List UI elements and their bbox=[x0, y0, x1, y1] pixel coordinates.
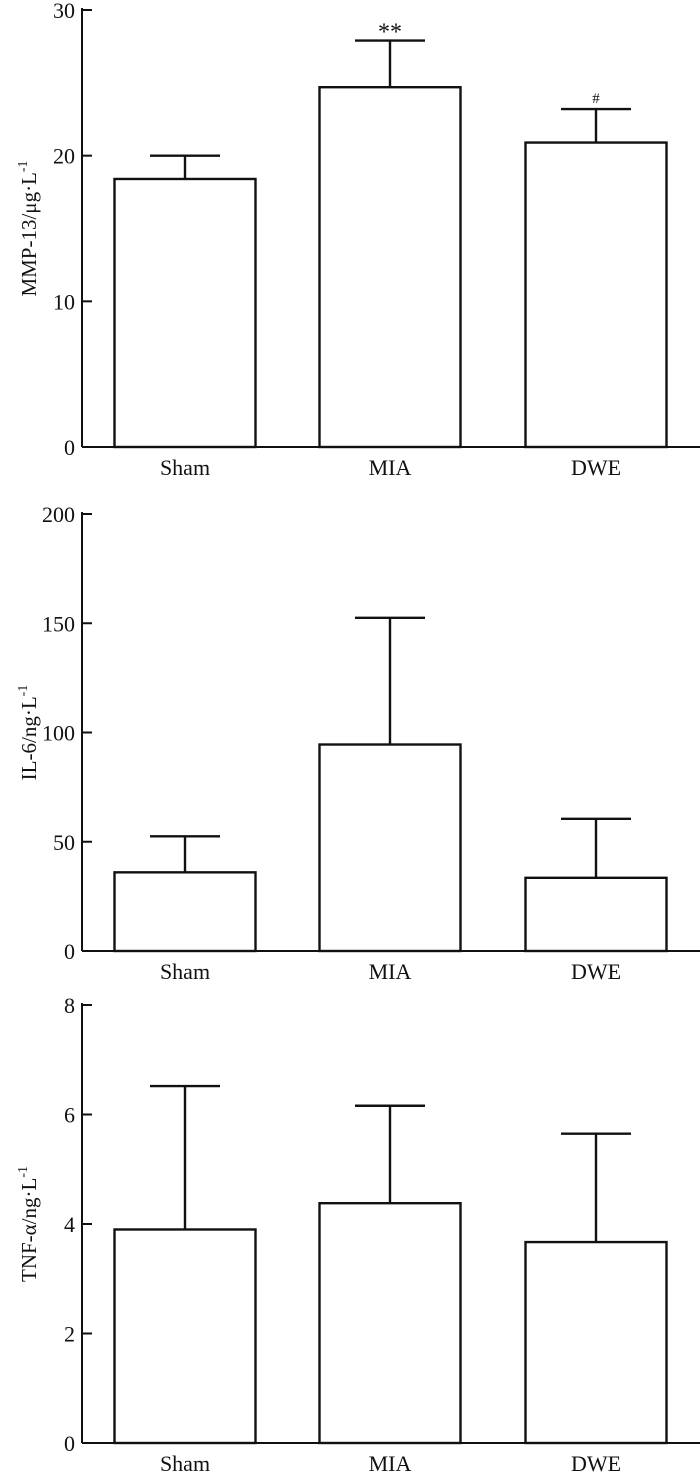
y-axis-label-text: IL-6/ng·L bbox=[17, 696, 41, 780]
significance-marker: # bbox=[592, 91, 600, 107]
chart-panel-1: 0 10 20 30 MMP-13/μg·L-1 Sham MIA ** DWE # bbox=[16, 0, 700, 480]
bar-mia bbox=[318, 1201, 462, 1445]
bar-dwe bbox=[524, 876, 668, 953]
y-tick-label: 50 bbox=[53, 830, 75, 855]
y-axis-label-text: TNF-α/ng·L bbox=[17, 1178, 41, 1282]
x-category-label: Sham bbox=[160, 1451, 210, 1472]
x-category-label: Sham bbox=[160, 959, 210, 984]
y-tick-label: 10 bbox=[53, 289, 75, 314]
bar-sham bbox=[113, 177, 257, 449]
y-tick-label: 0 bbox=[64, 435, 75, 460]
y-tick-label: 100 bbox=[42, 721, 75, 746]
y-tick-label: 6 bbox=[64, 1103, 75, 1128]
y-axis-label-exponent: -1 bbox=[16, 1166, 31, 1178]
y-axis-label: IL-6/ng·L-1 bbox=[16, 685, 41, 781]
y-tick-label: 8 bbox=[64, 993, 75, 1018]
y-tick-label: 30 bbox=[53, 0, 75, 23]
bar-mia bbox=[318, 86, 462, 449]
chart-panel-2: 0 50 100 150 200 IL-6/ng·L-1 Sham MIA DWE bbox=[16, 502, 700, 984]
x-category-label: DWE bbox=[571, 455, 621, 480]
y-axis-label-text: MMP-13/μg·L bbox=[17, 172, 41, 296]
x-category-label: MIA bbox=[369, 959, 412, 984]
y-axis-label: MMP-13/μg·L-1 bbox=[16, 160, 41, 296]
x-category-label: DWE bbox=[571, 1451, 621, 1472]
bar-dwe bbox=[524, 1240, 668, 1445]
y-axis-label-exponent: -1 bbox=[16, 685, 31, 697]
x-category-label: MIA bbox=[369, 1451, 412, 1472]
bar-dwe bbox=[524, 141, 668, 449]
x-category-label: DWE bbox=[571, 959, 621, 984]
bar-sham bbox=[113, 871, 257, 953]
bar-mia bbox=[318, 743, 462, 953]
y-tick-label: 150 bbox=[42, 611, 75, 636]
y-tick-label: 200 bbox=[42, 502, 75, 527]
y-tick-label: 0 bbox=[64, 1431, 75, 1456]
chart-panel-3: 0 2 4 6 8 TNF-α/ng·L-1 Sham MIA DWE bbox=[16, 993, 700, 1472]
x-category-label: MIA bbox=[369, 455, 412, 480]
y-tick-label: 20 bbox=[53, 144, 75, 169]
y-tick-label: 4 bbox=[64, 1212, 75, 1237]
y-tick-label: 0 bbox=[64, 939, 75, 964]
y-axis-label-exponent: -1 bbox=[16, 160, 31, 172]
significance-marker: ** bbox=[378, 20, 402, 46]
x-category-label: Sham bbox=[160, 455, 210, 480]
y-tick-label: 2 bbox=[64, 1322, 75, 1347]
bar-sham bbox=[113, 1228, 257, 1445]
y-axis-label: TNF-α/ng·L-1 bbox=[16, 1166, 41, 1282]
